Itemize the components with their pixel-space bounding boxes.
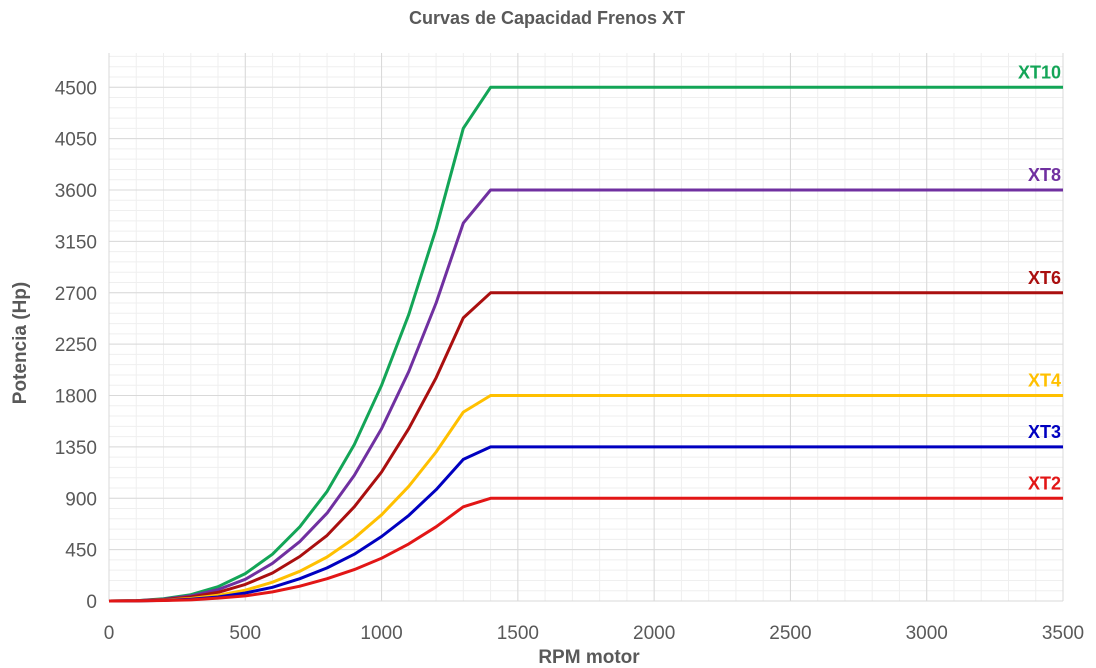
y-tick-label: 3600	[55, 181, 97, 202]
series-lines	[108, 85, 1063, 603]
y-tick-label: 4500	[55, 78, 97, 99]
x-tick-label: 0	[104, 623, 115, 644]
series-label-xt10: XT10	[1018, 62, 1061, 82]
y-tick-label: 3150	[55, 232, 97, 253]
x-tick-label: 2500	[769, 623, 811, 644]
x-tick-label: 1500	[497, 623, 539, 644]
grid-lines	[108, 53, 1064, 602]
x-tick-label: 500	[229, 623, 261, 644]
series-label-xt3: XT3	[1028, 422, 1061, 442]
x-tick-label: 2000	[633, 623, 675, 644]
y-axis-title: Potencia (Hp)	[10, 282, 31, 404]
y-tick-label: 2700	[55, 284, 97, 305]
y-tick-label: 1800	[55, 387, 97, 408]
y-tick-label: 0	[86, 592, 97, 613]
x-tick-label: 1000	[360, 623, 402, 644]
y-tick-label: 2250	[55, 335, 97, 356]
series-label-xt6: XT6	[1028, 268, 1061, 288]
y-tick-label: 900	[65, 489, 97, 510]
x-tick-label: 3500	[1042, 623, 1084, 644]
chart-title: Curvas de Capacidad Frenos XT	[409, 8, 685, 28]
x-axis-title: RPM motor	[538, 647, 640, 668]
series-line-xt3	[108, 445, 1063, 603]
y-tick-label: 1350	[55, 438, 97, 459]
x-tick-label: 3000	[906, 623, 948, 644]
series-label-xt4: XT4	[1028, 371, 1061, 391]
series-label-xt8: XT8	[1028, 165, 1061, 185]
series-labels: XT10 XT8 XT6 XT4 XT3 XT2	[1018, 62, 1061, 493]
y-tick-label: 450	[65, 541, 97, 562]
series-line-xt2	[108, 496, 1063, 603]
y-tick-label: 4050	[55, 130, 97, 151]
axis-ticks: 0 500 1000 1500 2000 2500 3000 3500 0 450 900 1350 1…	[55, 78, 1084, 644]
series-label-xt2: XT2	[1028, 473, 1061, 493]
